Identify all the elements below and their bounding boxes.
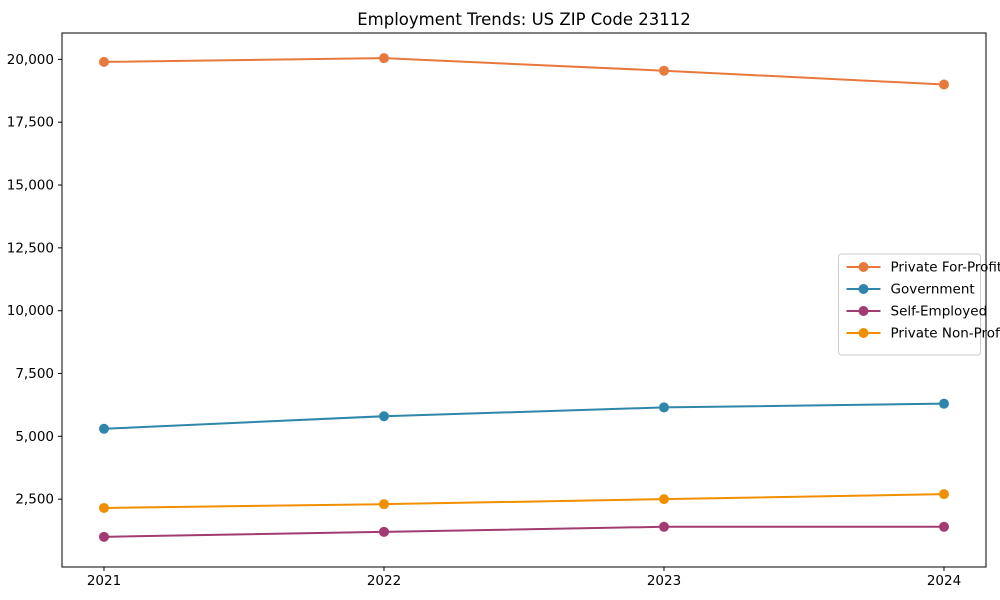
series-line: [103, 493, 945, 509]
data-point-marker: [659, 521, 669, 532]
data-point-marker: [659, 494, 669, 505]
series-line: [103, 525, 944, 538]
legend-marker-icon: [858, 306, 869, 316]
legend-marker-icon: [858, 328, 869, 338]
chart-title: Employment Trends: US ZIP Code 23112: [357, 10, 691, 29]
series-line: [103, 57, 945, 86]
legend-label: Government: [891, 282, 975, 298]
x-tick-label: 2024: [927, 573, 961, 589]
data-point-marker: [939, 521, 949, 532]
x-tick-label: 2021: [87, 573, 121, 589]
data-point-marker: [99, 502, 109, 513]
y-tick-label: 7,500: [15, 366, 54, 382]
legend: Private For-Profit Government Self-Employe…: [838, 253, 1000, 356]
legend-item: Private For-Profit: [846, 260, 1000, 276]
data-point-marker: [939, 79, 949, 90]
y-tick-label: 20,000: [7, 52, 54, 68]
data-point-marker: [379, 499, 389, 510]
y-tick-label: 17,500: [7, 115, 54, 131]
data-point-marker: [659, 65, 669, 76]
data-point-marker: [379, 526, 389, 537]
legend-label: Private For-Profit: [891, 260, 1000, 276]
data-point-marker: [99, 531, 109, 542]
data-point-marker: [939, 489, 949, 500]
legend-item: Private Non-Profit: [846, 326, 1000, 342]
data-point-marker: [99, 56, 109, 67]
legend-marker-icon: [858, 262, 869, 272]
y-tick-label: 10,000: [7, 303, 54, 319]
data-point-marker: [379, 53, 389, 64]
x-tick-label: 2022: [367, 573, 401, 589]
axes-spines: [61, 32, 987, 568]
legend-item: Government: [846, 282, 975, 298]
legend-label: Self-Employed: [891, 304, 988, 320]
data-point-marker: [659, 402, 669, 413]
data-point-marker: [939, 398, 949, 409]
y-tick-label: 12,500: [7, 240, 54, 256]
legend-item: Self-Employed: [846, 304, 988, 320]
data-point-marker: [379, 411, 389, 422]
plot-area: 2,500 5,000 7,500 10,000 12,500 15,000 17,500 2…: [7, 32, 1000, 589]
legend-marker-icon: [858, 284, 869, 294]
y-tick-label: 2,500: [15, 492, 54, 508]
series-line: [103, 402, 945, 430]
y-tick-label: 15,000: [7, 178, 54, 194]
y-tick-label: 5,000: [15, 429, 54, 445]
x-tick-label: 2023: [647, 573, 681, 589]
data-point-marker: [99, 423, 109, 434]
legend-label: Private Non-Profit: [891, 326, 1000, 342]
legend-box: [838, 253, 981, 356]
